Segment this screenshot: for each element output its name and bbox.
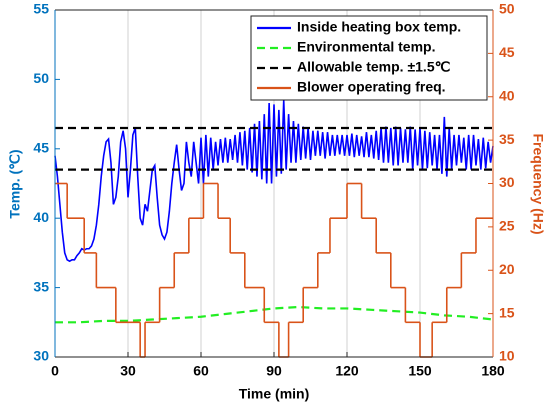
- y2-tick-label: 15: [499, 304, 515, 320]
- legend-label: Blower operating freq.: [297, 79, 446, 95]
- y-tick-label: 55: [33, 1, 49, 17]
- y2-axis-label: Frequency (Hz): [530, 133, 546, 234]
- legend-label: Inside heating box temp.: [297, 19, 461, 35]
- legend-label: Environmental temp.: [297, 39, 435, 55]
- line: [55, 305, 494, 324]
- y2-tick-label: 30: [499, 174, 515, 190]
- legend-box: [250, 15, 488, 101]
- y2-tick-label: 20: [499, 261, 515, 277]
- y-tick-label: 30: [33, 348, 49, 364]
- x-tick-label: 30: [120, 363, 136, 379]
- x-tick-label: 180: [481, 363, 505, 379]
- y-tick-label: 35: [33, 278, 49, 294]
- x-tick-label: 150: [408, 363, 432, 379]
- x-axis-label: Time (min): [239, 386, 310, 402]
- x-tick-label: 60: [193, 363, 209, 379]
- y2-tick-label: 35: [499, 131, 515, 147]
- y-tick-label: 45: [33, 140, 49, 156]
- y-axis-label: Temp. (℃): [7, 149, 23, 218]
- y2-tick-label: 10: [499, 348, 515, 364]
- y2-tick-label: 45: [499, 44, 515, 60]
- y2-tick-label: 50: [499, 1, 515, 17]
- y2-tick-label: 40: [499, 87, 515, 103]
- x-tick-label: 120: [335, 363, 359, 379]
- x-tick-label: 0: [51, 363, 59, 379]
- y-tick-label: 50: [33, 70, 49, 86]
- y-tick-label: 40: [33, 209, 49, 225]
- legend-label: Allowable temp. ±1.5℃: [297, 59, 451, 75]
- x-tick-label: 90: [266, 363, 282, 379]
- y2-tick-label: 25: [499, 218, 515, 234]
